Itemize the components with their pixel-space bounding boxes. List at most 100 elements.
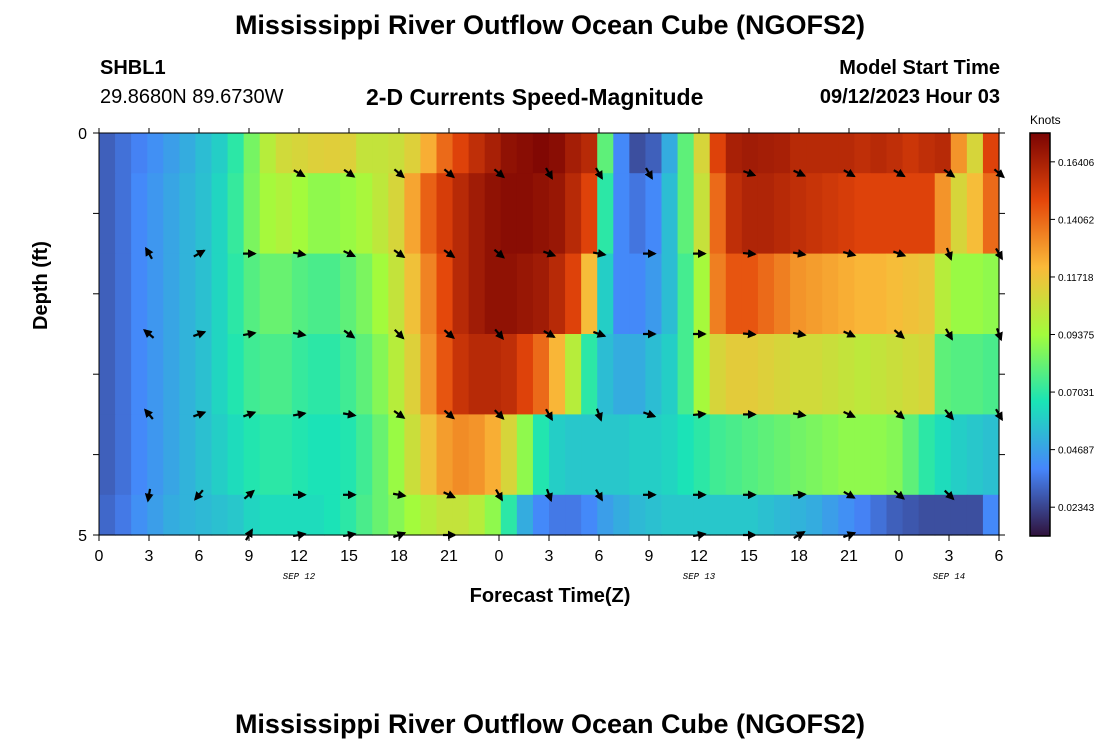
current-vector: [292, 329, 307, 339]
date-label: SEP 12: [283, 572, 316, 582]
current-vector: [943, 168, 956, 178]
heatmap-cell: [629, 173, 647, 255]
heatmap-cell: [629, 253, 647, 335]
current-vector: [944, 247, 953, 261]
heatmap-cell: [468, 414, 486, 496]
heatmap-cell: [163, 253, 180, 335]
heatmap-cell: [886, 334, 904, 415]
heatmap-cell: [131, 334, 148, 415]
station-coordinates: 29.8680N 89.6730W: [100, 86, 284, 108]
heatmap-cell: [950, 334, 968, 415]
current-vector: [443, 249, 456, 259]
heatmap-cell: [645, 133, 663, 174]
current-vector: [192, 330, 207, 339]
heatmap-cell: [854, 414, 872, 496]
heatmap-cell: [307, 494, 325, 536]
x-tick-label: 15: [340, 548, 358, 565]
heatmap-cell: [115, 494, 132, 536]
heatmap-cell: [227, 173, 245, 255]
heatmap-cell: [452, 334, 470, 415]
current-vector: [343, 168, 356, 178]
heatmap-cell: [950, 133, 968, 174]
current-vector: [843, 490, 856, 499]
current-vector: [493, 168, 505, 179]
heatmap-cell: [597, 253, 614, 335]
heatmap-cell: [340, 494, 357, 536]
heatmap-cell: [372, 494, 389, 536]
heatmap-cell: [757, 414, 775, 496]
heatmap-cell: [340, 173, 357, 255]
heatmap-cell: [163, 334, 180, 415]
heatmap-cell: [404, 173, 422, 255]
heatmap-cell: [693, 173, 711, 255]
current-vector: [393, 328, 405, 340]
heatmap-cell: [275, 173, 293, 255]
model-start-label: Model Start Time: [839, 57, 1000, 79]
heatmap-cell: [404, 494, 422, 536]
x-tick-label: 12: [290, 548, 308, 565]
heatmap-cell: [629, 334, 647, 415]
current-vector: [342, 409, 357, 419]
heatmap-cell: [982, 133, 1000, 174]
heatmap-cell: [645, 414, 663, 496]
heatmap-cell: [886, 253, 904, 335]
heatmap-cell: [388, 173, 405, 255]
heatmap-cell: [774, 494, 791, 536]
date-label: SEP 14: [933, 572, 965, 582]
heatmap-cell: [838, 173, 855, 255]
heatmap-cell: [854, 133, 872, 174]
heatmap-cell: [565, 173, 582, 255]
heatmap-cell: [565, 494, 582, 536]
heatmap-cell: [693, 414, 711, 496]
current-vector: [644, 167, 653, 180]
heatmap-cell: [597, 494, 614, 536]
heatmap-cell: [115, 253, 132, 335]
heatmap-cell: [340, 253, 357, 335]
heatmap-cell: [324, 133, 341, 174]
heatmap-cell: [195, 133, 213, 174]
heatmap-cell: [549, 414, 566, 496]
heatmap-cell: [982, 334, 1000, 415]
heatmap-cell: [693, 334, 711, 415]
heatmap-cell: [806, 334, 823, 415]
heatmap-cell: [163, 133, 180, 174]
heatmap-cell: [790, 494, 807, 536]
heatmap-cell: [243, 133, 261, 174]
heatmap-cell: [532, 173, 550, 255]
heatmap-cell: [613, 334, 630, 415]
heatmap-cell: [179, 334, 197, 415]
current-vector: [594, 167, 603, 180]
heatmap-cell: [741, 494, 759, 536]
heatmap-cell: [870, 414, 888, 496]
heatmap-cell: [259, 173, 277, 255]
chart-subtitle: 2-D Currents Speed-Magnitude: [366, 84, 704, 110]
heatmap-cell: [372, 414, 389, 496]
current-vector: [393, 410, 406, 419]
model-start-value: 09/12/2023 Hour 03: [819, 86, 1000, 108]
heatmap-cell: [436, 133, 454, 174]
heatmap-cell: [340, 414, 357, 496]
heatmap-cell: [163, 494, 180, 536]
heatmap-cell: [982, 414, 1000, 496]
current-vector: [592, 249, 607, 258]
current-vector: [893, 409, 905, 420]
colorbar-tick-label: 0.14062: [1058, 215, 1095, 226]
heatmap-cell: [934, 133, 952, 174]
heatmap-cell: [468, 253, 486, 335]
heatmap-cell: [468, 494, 486, 536]
heatmap-cell: [757, 253, 775, 335]
heatmap-cell: [532, 414, 550, 496]
heatmap-cell: [822, 494, 839, 536]
station-id: SHBL1: [100, 57, 166, 79]
heatmap-cell: [227, 133, 245, 174]
heatmap-cell: [677, 414, 695, 496]
heatmap-cell: [774, 173, 791, 255]
heatmap-cell: [372, 253, 389, 335]
heatmap-cell: [709, 494, 727, 536]
heatmap-cell: [115, 334, 132, 415]
heatmap-cell: [886, 173, 904, 255]
current-vector: [494, 328, 504, 340]
current-vector: [443, 490, 457, 499]
heatmap-cell: [372, 334, 389, 415]
heatmap-cell: [645, 253, 663, 335]
